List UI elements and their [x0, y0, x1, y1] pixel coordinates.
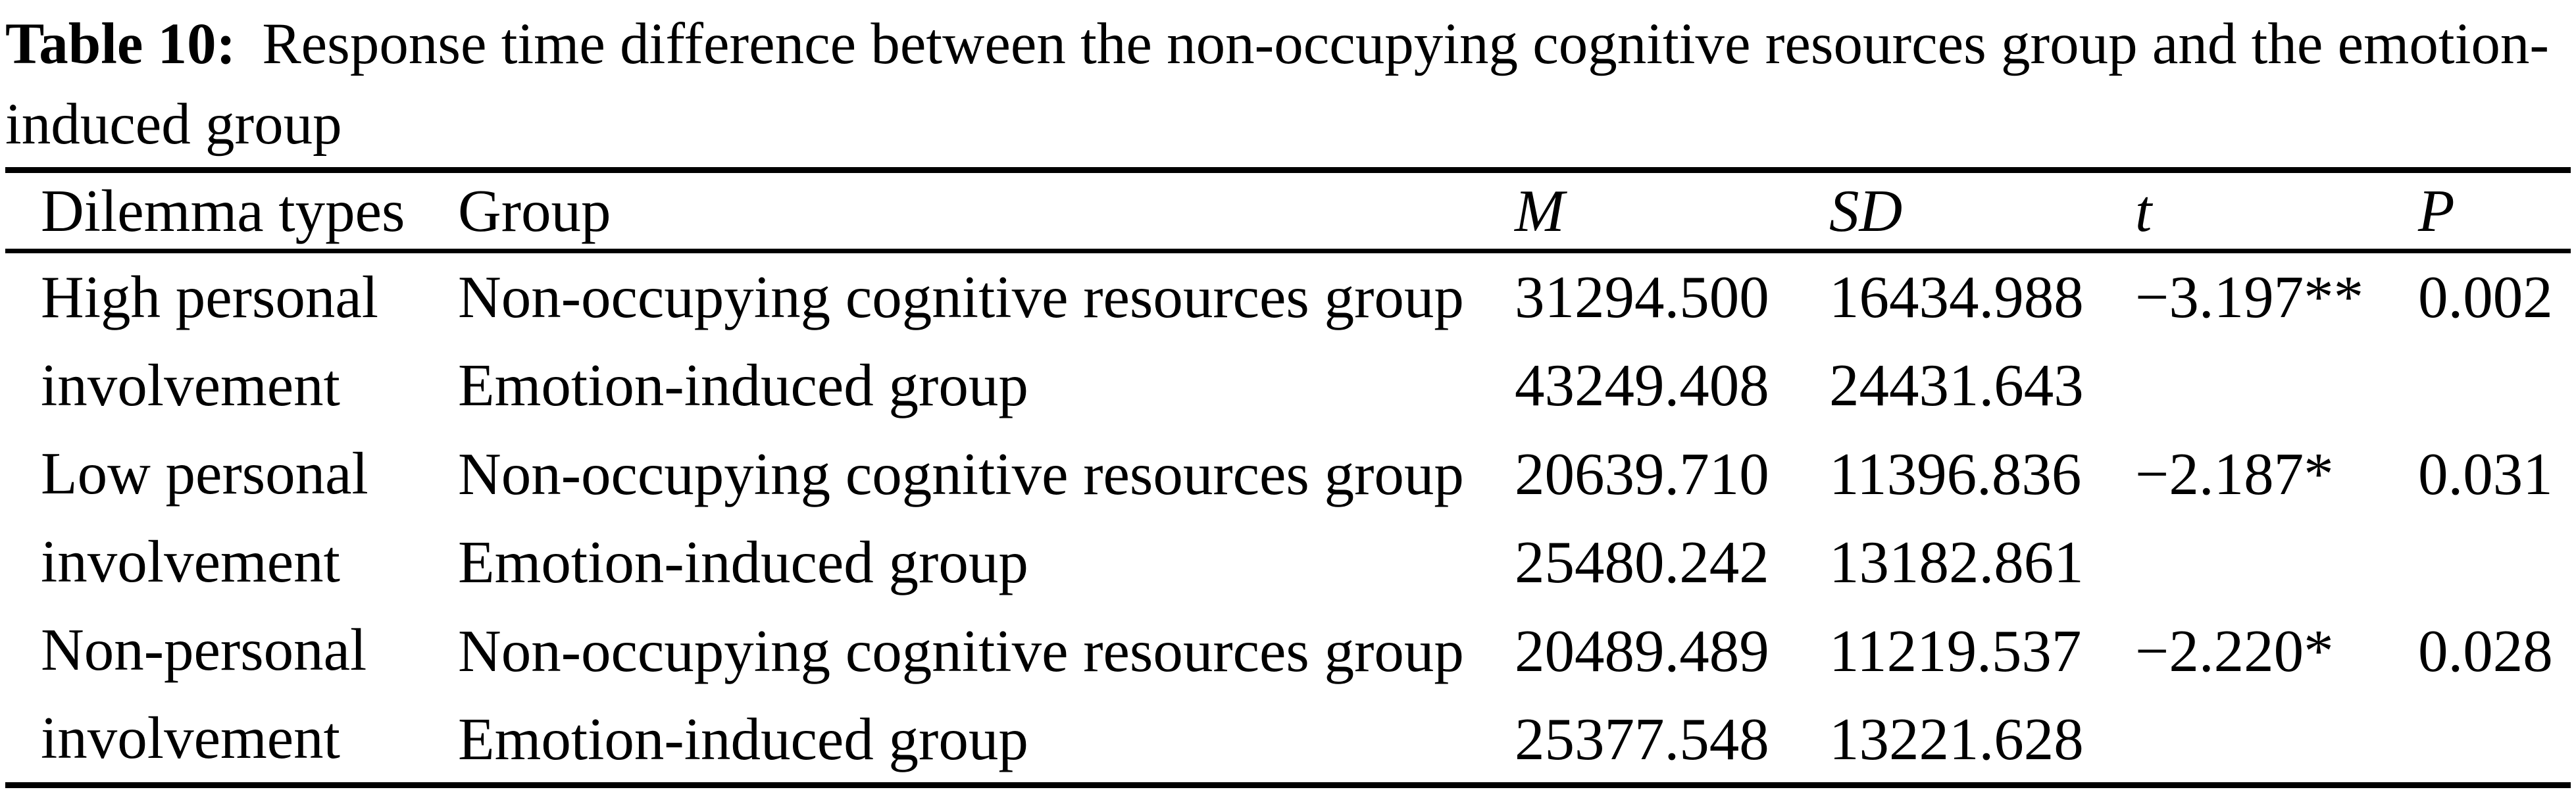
table-caption-text-line1: Response time difference between the non… [262, 12, 2549, 76]
cell-t: −3.197** [2135, 263, 2364, 330]
cell-t [2135, 518, 2418, 606]
cell-t [2135, 340, 2418, 430]
cell-t [2135, 695, 2418, 785]
cell-p [2418, 340, 2571, 430]
cell-group: Non-occupying cognitive resources group [458, 617, 1464, 684]
cell-group: Emotion-induced group [458, 351, 1028, 418]
cell-group: Non-occupying cognitive resources group [458, 263, 1464, 330]
table-row: Emotion-induced group 25480.242 13182.86… [5, 518, 2571, 606]
cell-sd: 13182.861 [1829, 528, 2084, 595]
cell-sd: 13221.628 [1829, 705, 2084, 772]
table-row: Non-personal involvement Non-occupying c… [5, 606, 2571, 771]
col-header-sd: SD [1829, 178, 1903, 244]
col-header-t: t [2135, 178, 2152, 244]
table-row: Emotion-induced group 25377.548 13221.62… [5, 695, 2571, 785]
col-header-dilemma-types: Dilemma types [41, 178, 405, 244]
cell-mean: 25377.548 [1515, 705, 1769, 772]
table-caption-label: Table 10: [5, 12, 236, 76]
cell-p: 0.028 [2418, 617, 2553, 684]
col-header-p: P [2418, 178, 2455, 244]
cell-sd: 11219.537 [1829, 617, 2082, 684]
cell-mean: 20639.710 [1515, 440, 1769, 507]
cell-mean: 20489.489 [1515, 617, 1769, 684]
cell-group: Emotion-induced group [458, 705, 1028, 772]
table-row: High personal involvement Non-occupying … [5, 251, 2571, 418]
col-header-group: Group [458, 178, 611, 244]
cell-sd: 16434.988 [1829, 263, 2084, 330]
cell-p [2418, 695, 2571, 785]
cell-group: Emotion-induced group [458, 528, 1028, 595]
cell-dilemma-high-personal: High personal involvement [41, 264, 379, 418]
cell-dilemma-low-personal: Low personal involvement [41, 440, 368, 595]
cell-sd: 11396.836 [1829, 440, 2082, 507]
table-caption: Table 10: Response time difference betwee… [5, 4, 2571, 164]
cell-t: −2.187* [2135, 440, 2334, 507]
header-row: Dilemma types Group M SD t P [5, 170, 2571, 251]
cell-mean: 25480.242 [1515, 528, 1769, 595]
cell-p: 0.002 [2418, 263, 2553, 330]
table-caption-text-line2: induced group [5, 92, 342, 157]
cell-group: Non-occupying cognitive resources group [458, 440, 1464, 507]
cell-dilemma-non-personal: Non-personal involvement [41, 616, 367, 771]
cell-p: 0.031 [2418, 440, 2553, 507]
cell-mean: 43249.408 [1515, 351, 1769, 418]
table-row: Emotion-induced group 43249.408 24431.64… [5, 340, 2571, 430]
cell-p [2418, 518, 2571, 606]
cell-sd: 24431.643 [1829, 351, 2084, 418]
results-table: Dilemma types Group M SD t P High person… [5, 167, 2571, 788]
cell-t: −2.220* [2135, 617, 2334, 684]
col-header-mean: M [1515, 178, 1565, 244]
table-row: Low personal involvement Non-occupying c… [5, 430, 2571, 595]
cell-mean: 31294.500 [1515, 263, 1769, 330]
